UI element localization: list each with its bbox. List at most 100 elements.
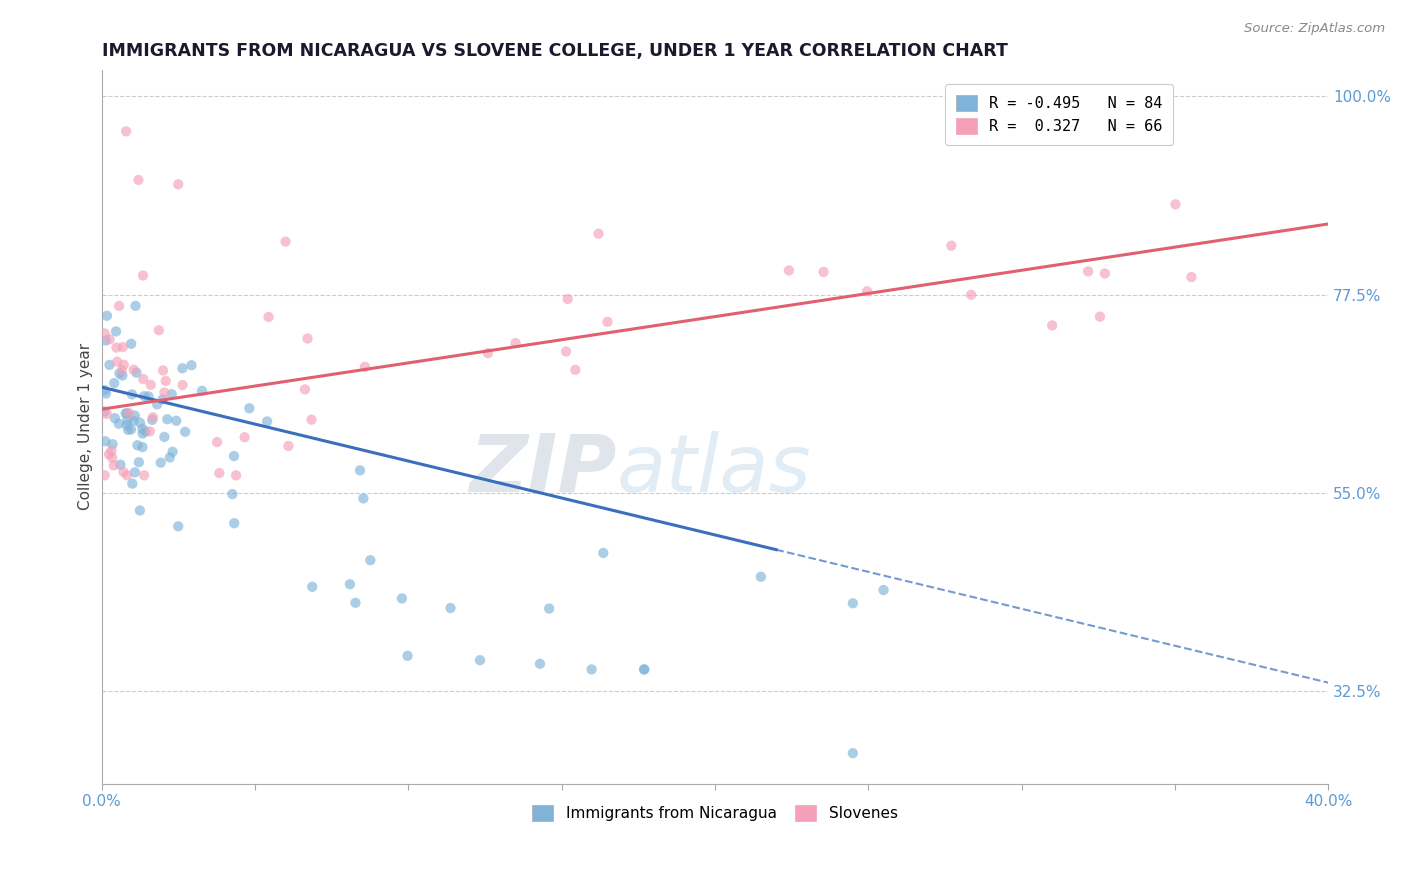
Point	[125, 366, 148, 380]
Point	[98, 332, 121, 346]
Point	[294, 383, 316, 397]
Point	[221, 487, 243, 501]
Point	[111, 363, 134, 377]
Point	[301, 412, 323, 426]
Point	[274, 235, 297, 249]
Point	[152, 392, 174, 407]
Point	[352, 491, 374, 506]
Point	[138, 389, 160, 403]
Point	[128, 455, 150, 469]
Point	[142, 410, 165, 425]
Point	[359, 553, 381, 567]
Point	[115, 468, 138, 483]
Point	[1040, 318, 1063, 333]
Point	[159, 450, 181, 465]
Point	[813, 265, 835, 279]
Point	[122, 362, 145, 376]
Point	[238, 401, 260, 416]
Point	[117, 413, 139, 427]
Point	[110, 458, 132, 472]
Point	[112, 358, 135, 372]
Point	[344, 596, 367, 610]
Point	[127, 173, 149, 187]
Y-axis label: College, Under 1 year: College, Under 1 year	[79, 343, 93, 510]
Point	[146, 397, 169, 411]
Point	[592, 546, 614, 560]
Point	[529, 657, 551, 671]
Point	[167, 178, 190, 192]
Text: Source: ZipAtlas.com: Source: ZipAtlas.com	[1244, 22, 1385, 36]
Point	[111, 368, 134, 383]
Point	[153, 385, 176, 400]
Point	[538, 601, 561, 615]
Point	[96, 309, 118, 323]
Point	[124, 466, 146, 480]
Point	[152, 363, 174, 377]
Point	[98, 358, 121, 372]
Point	[1077, 264, 1099, 278]
Point	[301, 580, 323, 594]
Point	[111, 340, 134, 354]
Point	[114, 407, 136, 421]
Point	[148, 323, 170, 337]
Point	[103, 458, 125, 473]
Point	[439, 601, 461, 615]
Point	[172, 361, 194, 376]
Point	[778, 263, 800, 277]
Point	[941, 238, 963, 252]
Point	[131, 422, 153, 436]
Text: atlas: atlas	[617, 431, 811, 508]
Text: ZIP: ZIP	[470, 431, 617, 508]
Point	[122, 414, 145, 428]
Point	[105, 341, 128, 355]
Point	[104, 411, 127, 425]
Point	[105, 324, 128, 338]
Point	[108, 417, 131, 431]
Point	[139, 425, 162, 439]
Point	[749, 570, 772, 584]
Point	[477, 346, 499, 360]
Point	[297, 332, 319, 346]
Point	[1088, 310, 1111, 324]
Point	[233, 430, 256, 444]
Point	[256, 414, 278, 428]
Point	[132, 372, 155, 386]
Point	[588, 227, 610, 241]
Point	[155, 374, 177, 388]
Point	[225, 468, 247, 483]
Point	[842, 596, 865, 610]
Point	[872, 582, 894, 597]
Point	[94, 386, 117, 401]
Point	[167, 519, 190, 533]
Point	[842, 746, 865, 760]
Legend: Immigrants from Nicaragua, Slovenes: Immigrants from Nicaragua, Slovenes	[523, 796, 907, 830]
Point	[108, 367, 131, 381]
Point	[134, 425, 156, 439]
Text: IMMIGRANTS FROM NICARAGUA VS SLOVENE COLLEGE, UNDER 1 YEAR CORRELATION CHART: IMMIGRANTS FROM NICARAGUA VS SLOVENE COL…	[101, 42, 1008, 60]
Point	[149, 456, 172, 470]
Point	[339, 577, 361, 591]
Point	[128, 503, 150, 517]
Point	[224, 516, 246, 531]
Point	[257, 310, 280, 324]
Point	[93, 404, 115, 418]
Point	[581, 662, 603, 676]
Point	[205, 435, 228, 450]
Point	[172, 378, 194, 392]
Point	[596, 315, 619, 329]
Point	[141, 413, 163, 427]
Point	[165, 414, 187, 428]
Point	[129, 416, 152, 430]
Point	[139, 377, 162, 392]
Point	[96, 407, 118, 421]
Point	[180, 358, 202, 372]
Point	[105, 354, 128, 368]
Point	[960, 288, 983, 302]
Point	[132, 268, 155, 283]
Point	[1094, 267, 1116, 281]
Point	[633, 662, 655, 676]
Point	[505, 336, 527, 351]
Point	[396, 648, 419, 663]
Point	[468, 653, 491, 667]
Point	[856, 284, 879, 298]
